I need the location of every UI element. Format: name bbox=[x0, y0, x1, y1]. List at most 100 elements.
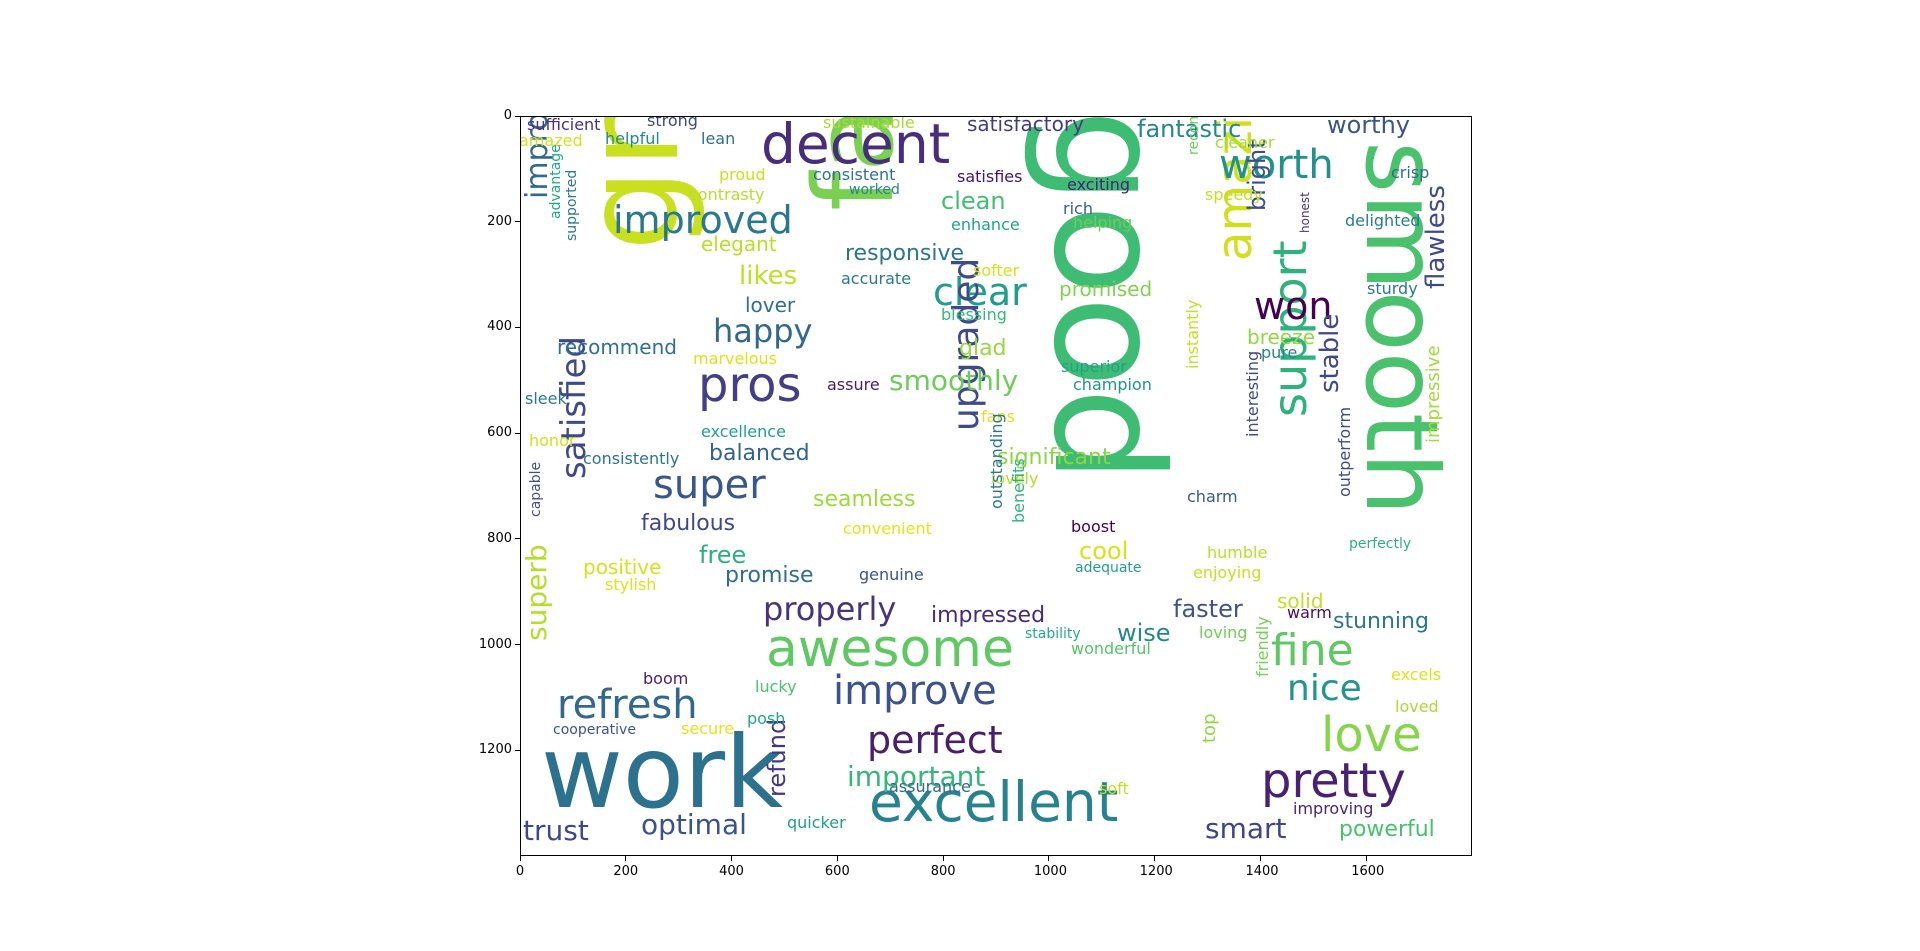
x-tick-label: 1000 bbox=[1033, 864, 1067, 879]
word-outstanding: outstanding bbox=[987, 413, 1006, 509]
word-enhance: enhance bbox=[951, 215, 1020, 234]
word-sustainable: sustainable bbox=[823, 116, 915, 132]
x-tick-label: 0 bbox=[515, 864, 525, 879]
word-awesome: awesome bbox=[766, 619, 1014, 679]
x-tick-label: 1600 bbox=[1351, 864, 1385, 879]
word-adequate: adequate bbox=[1075, 560, 1142, 576]
word-posh: posh bbox=[747, 709, 786, 728]
word-fans: fans bbox=[981, 407, 1015, 426]
word-refresh: refresh bbox=[557, 682, 698, 728]
word-advantage: advantage bbox=[548, 144, 564, 219]
word-stable: stable bbox=[1315, 313, 1345, 393]
word-recommend: recommend bbox=[557, 335, 677, 359]
word-proud: proud bbox=[719, 165, 766, 184]
word-amazed: amazed bbox=[520, 131, 583, 150]
y-tick-mark bbox=[515, 221, 520, 223]
word-properly: properly bbox=[763, 590, 897, 628]
word-lucky: lucky bbox=[755, 677, 797, 696]
word-quicker: quicker bbox=[787, 813, 846, 832]
word-genuine: genuine bbox=[859, 565, 924, 584]
word-smoothly: smoothly bbox=[889, 364, 1019, 397]
y-tick-mark bbox=[515, 326, 520, 328]
x-tick-label: 1200 bbox=[1139, 864, 1173, 879]
word-impressed: impressed bbox=[931, 603, 1046, 628]
word-stability: stability bbox=[1025, 626, 1081, 642]
word-excels: excels bbox=[1391, 665, 1442, 684]
word-wise: wise bbox=[1117, 619, 1171, 647]
word-helpful: helpful bbox=[605, 129, 660, 148]
word-convenient: convenient bbox=[843, 519, 932, 538]
word-pros: pros bbox=[698, 357, 802, 413]
x-tick-mark bbox=[1154, 856, 1156, 861]
word-rich: rich bbox=[1063, 199, 1093, 218]
word-outperform: outperform bbox=[1335, 406, 1354, 497]
word-interesting: interesting bbox=[1243, 350, 1262, 437]
x-tick-label: 800 bbox=[930, 864, 956, 879]
word-recommended: recommended bbox=[1186, 117, 1202, 155]
word-trust: trust bbox=[523, 814, 589, 847]
word-benefits: benefits bbox=[1009, 458, 1028, 523]
word-sleek: sleek bbox=[525, 389, 567, 408]
word-top: top bbox=[1199, 713, 1220, 744]
word-humble: humble bbox=[1207, 543, 1268, 562]
word-worth: worth bbox=[1219, 142, 1334, 188]
word-sufficient: sufficient bbox=[527, 116, 601, 134]
word-promised: promised bbox=[1059, 277, 1153, 301]
word-enjoying: enjoying bbox=[1193, 563, 1262, 582]
word-cleaner: cleaner bbox=[1215, 133, 1275, 152]
word-softer: softer bbox=[973, 261, 1020, 280]
word-excellent: excellent bbox=[869, 770, 1119, 834]
word-flawless: flawless bbox=[1421, 185, 1451, 289]
word-champion: champion bbox=[1073, 375, 1152, 394]
word-fantastic: fantastic bbox=[1137, 116, 1242, 143]
word-responsive: responsive bbox=[845, 241, 965, 266]
word-assure: assure bbox=[827, 375, 880, 394]
word-positive: positive bbox=[583, 555, 662, 579]
x-tick-mark bbox=[625, 856, 627, 861]
word-solid: solid bbox=[1277, 589, 1324, 613]
word-refund: refund bbox=[763, 718, 791, 797]
word-perfect: perfect bbox=[867, 718, 1003, 762]
x-tick-mark bbox=[519, 856, 521, 861]
word-stunning: stunning bbox=[1333, 609, 1429, 634]
word-crisp: crisp bbox=[1391, 163, 1430, 182]
word-important: important bbox=[847, 760, 986, 793]
word-supported: supported bbox=[564, 169, 580, 241]
word-cooperative: cooperative bbox=[553, 722, 636, 738]
word-seamless: seamless bbox=[813, 487, 916, 512]
word-pretty: pretty bbox=[1261, 753, 1406, 809]
x-tick-label: 1400 bbox=[1245, 864, 1279, 879]
word-clear: clear bbox=[933, 270, 1027, 314]
word-loving: loving bbox=[1199, 623, 1248, 642]
y-tick-label: 1000 bbox=[478, 636, 512, 652]
word-glad: glad bbox=[959, 336, 1007, 361]
word-contrasty: contrasty bbox=[689, 185, 765, 204]
word-elegant: elegant bbox=[701, 232, 777, 256]
word-helping: helping bbox=[1073, 213, 1133, 232]
word-sturdy: sturdy bbox=[1367, 279, 1418, 298]
y-tick-mark bbox=[515, 644, 520, 646]
word-balanced: balanced bbox=[709, 441, 810, 466]
x-tick-mark bbox=[942, 856, 944, 861]
word-exciting: exciting bbox=[1067, 175, 1131, 194]
word-consistent: consistent bbox=[813, 165, 896, 184]
word-honest: honest bbox=[1298, 192, 1312, 233]
word-friendly: friendly bbox=[1253, 616, 1272, 677]
word-significant: significant bbox=[997, 445, 1111, 470]
word-lean: lean bbox=[701, 129, 736, 148]
x-tick-mark bbox=[731, 856, 733, 861]
word-wonderful: wonderful bbox=[1071, 639, 1151, 658]
word-likes: likes bbox=[739, 261, 798, 291]
x-tick-label: 400 bbox=[719, 864, 744, 879]
y-tick-label: 400 bbox=[487, 319, 512, 335]
word-superb: superb bbox=[520, 544, 553, 641]
x-tick-label: 200 bbox=[613, 864, 639, 879]
word-speedy: speedy bbox=[1205, 185, 1263, 204]
word-consistently: consistently bbox=[583, 449, 680, 468]
y-tick-label: 800 bbox=[487, 530, 512, 546]
word-fine: fine bbox=[1271, 625, 1354, 676]
word-boost: boost bbox=[1071, 517, 1116, 536]
word-improved: improved bbox=[613, 198, 793, 242]
y-tick-mark bbox=[515, 432, 520, 434]
word-soft: soft bbox=[1099, 779, 1129, 798]
